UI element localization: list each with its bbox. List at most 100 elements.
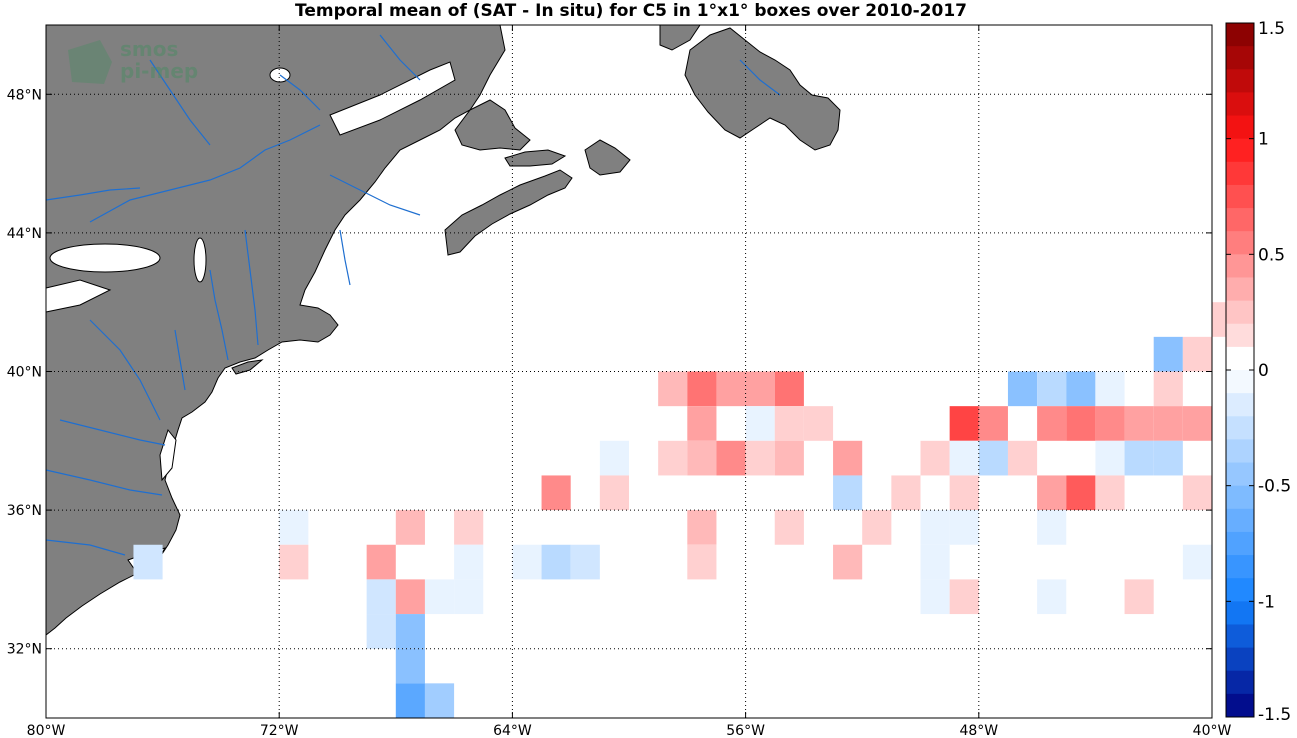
- river-roanoke: [45, 539, 126, 556]
- colorbar-segment: [1226, 670, 1254, 695]
- watermark-logo: smos pi-mep: [68, 37, 198, 84]
- heatmap-cell: [1037, 406, 1067, 441]
- land-north-america: [45, 24, 506, 637]
- colorbar-segment: [1226, 462, 1254, 487]
- colorbar-segment: [1226, 531, 1254, 556]
- heatmap-cell: [687, 510, 717, 545]
- heatmap-cell: [1037, 475, 1067, 511]
- heatmap-cell: [1037, 371, 1067, 407]
- lat-tick-label: 40°N: [7, 365, 42, 381]
- colorbar-segment: [1226, 508, 1254, 533]
- lat-tick-label: 48°N: [7, 87, 42, 103]
- land-masses: [45, 24, 841, 637]
- heatmap-cell: [395, 614, 425, 649]
- colorbar-segment: [1226, 485, 1254, 510]
- heatmap-cell: [395, 579, 425, 615]
- colorbar-tick-label: -1.5: [1258, 705, 1291, 725]
- lat-tick-label: 44°N: [7, 226, 42, 242]
- colorbar-segment: [1226, 601, 1254, 625]
- heatmap-cell: [279, 544, 309, 580]
- heatmap-cell: [1066, 475, 1096, 511]
- st-lawrence-estuary: [329, 61, 456, 136]
- heatmap-cell: [774, 371, 804, 407]
- heatmap-cell: [687, 371, 717, 407]
- colorbar-tick-label: 0.5: [1258, 245, 1285, 265]
- heatmap-cell: [803, 406, 834, 441]
- river-potomac: [59, 419, 166, 446]
- colorbar-segment: [1226, 184, 1254, 209]
- heatmap-cell: [1095, 440, 1125, 476]
- lon-ticks: 80°W 72°W 64°W 56°W 48°W 40°W: [27, 25, 1232, 738]
- colorbar-segment: [1226, 46, 1254, 70]
- heatmap-cell: [658, 371, 688, 407]
- heatmap-cell: [978, 406, 1008, 441]
- colorbar-segment: [1226, 416, 1254, 440]
- heatmap-cell: [716, 371, 746, 407]
- colorbar-tick-label: -1: [1258, 592, 1275, 612]
- river-penobscot: [339, 229, 351, 286]
- colorbar-tick-label: -0.5: [1258, 477, 1291, 497]
- lat-tick-label: 36°N: [7, 503, 42, 519]
- heatmap-cell: [366, 544, 396, 580]
- heatmap-cell: [541, 475, 571, 511]
- heatmap-cell: [949, 406, 979, 441]
- heatmap-cell: [687, 440, 717, 476]
- watermark-leaf-icon: [68, 40, 112, 84]
- heatmap-cell: [454, 579, 484, 615]
- watermark-line1: smos: [120, 37, 178, 61]
- heatmap-cell: [658, 440, 688, 476]
- heatmap-cell: [599, 440, 629, 476]
- lat-ticks: 32°N 36°N 40°N 44°N 48°N: [7, 87, 1212, 658]
- heatmap-cell: [1095, 475, 1125, 511]
- colorbar-segment: [1226, 69, 1254, 93]
- colorbar-segment: [1226, 92, 1254, 117]
- heatmap-cell: [512, 544, 542, 580]
- colorbar-segment: [1226, 300, 1254, 325]
- heatmap-cell: [1153, 336, 1183, 372]
- heatmap-cell: [833, 440, 863, 476]
- heatmap-cell: [745, 406, 775, 441]
- lon-tick-label: 40°W: [1193, 723, 1232, 738]
- river-hudson: [209, 269, 229, 361]
- colorbar-segment: [1226, 693, 1254, 718]
- heatmap-cell: [1066, 406, 1096, 441]
- colorbar-segment: [1226, 647, 1254, 672]
- lon-tick-label: 64°W: [493, 723, 532, 738]
- heatmap-cell: [1153, 440, 1183, 476]
- colorbar-segment: [1226, 624, 1254, 649]
- heatmap-cell: [920, 440, 950, 476]
- colorbar-segment: [1226, 439, 1254, 464]
- land-gaspe: [454, 99, 531, 151]
- colorbar-tick-label: 0: [1258, 361, 1269, 381]
- colorbar-segment: [1226, 208, 1254, 232]
- heatmap-cell: [949, 475, 979, 511]
- lake-ontario: [49, 243, 161, 273]
- lon-tick-label: 72°W: [260, 723, 299, 738]
- colorbar-segment: [1226, 231, 1254, 255]
- heatmap-cell: [424, 683, 455, 718]
- lat-tick-label: 32°N: [7, 642, 42, 658]
- heatmap-cell: [454, 510, 484, 545]
- heatmap-cell: [366, 579, 396, 615]
- heatmap-cell: [774, 406, 804, 441]
- river-north: [149, 59, 211, 146]
- heatmap-cell: [1124, 406, 1154, 441]
- colorbar-segment: [1226, 115, 1254, 140]
- heatmap-cell: [1037, 579, 1067, 615]
- heatmap-cell: [833, 475, 863, 511]
- heatmap-cell: [454, 544, 484, 580]
- heatmap-cell: [133, 544, 163, 580]
- colorbar-segment: [1226, 555, 1254, 579]
- heatmap-cell: [366, 614, 396, 649]
- heatmap-cell: [1153, 371, 1183, 407]
- heatmap-cell: [570, 544, 600, 580]
- heatmap-cell: [1007, 371, 1038, 407]
- heatmap-cell: [949, 510, 979, 545]
- heatmap-cell: [774, 440, 804, 476]
- heatmap-cell: [1182, 336, 1212, 372]
- heatmap-cell: [891, 475, 921, 511]
- colorbar-segment: [1226, 277, 1254, 302]
- colorbar: [1225, 22, 1255, 718]
- heatmap-cell: [949, 579, 979, 615]
